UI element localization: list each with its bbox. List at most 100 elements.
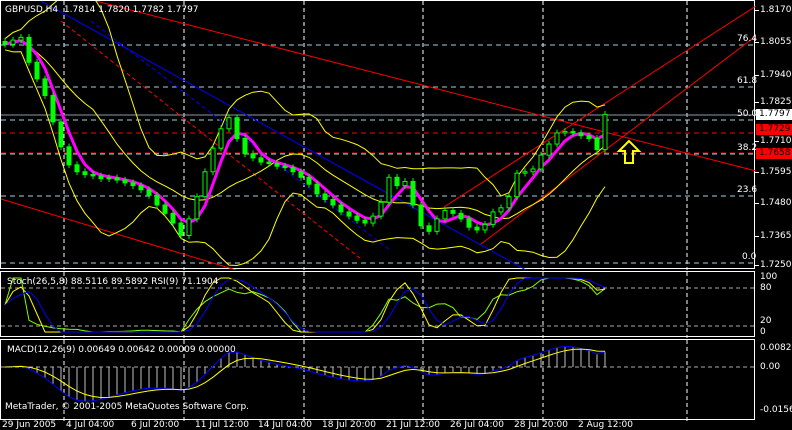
candle-body: [122, 179, 128, 184]
high-value: 1.7820: [98, 5, 130, 15]
candle-body: [18, 36, 24, 41]
close-value: 1.7797: [167, 5, 199, 15]
bollinger-upper: [4, 1, 606, 197]
candle-body: [530, 168, 536, 173]
candle-body: [130, 182, 136, 187]
price-tick: 1.7825: [760, 97, 792, 107]
candle-body: [394, 176, 400, 187]
level-price-tag: 1.7658: [756, 148, 792, 159]
candle-body: [146, 189, 152, 196]
candle-body: [242, 138, 248, 155]
fibo-label: 61.8: [737, 76, 758, 86]
price-chart: [1, 1, 756, 270]
price-tick: 1.7710: [760, 136, 792, 146]
candle-body: [154, 194, 160, 206]
candle-body: [26, 36, 32, 63]
fibo-lines: [1, 44, 756, 264]
candle-body: [58, 121, 64, 148]
candle-body: [298, 171, 304, 178]
candle-body: [322, 193, 328, 200]
candle-body: [106, 177, 112, 180]
bollinger-middle: [4, 40, 606, 220]
candle-body: [170, 212, 176, 224]
price-tick: 1.7940: [760, 70, 792, 80]
candle-body: [226, 117, 232, 130]
candle-body: [186, 218, 192, 237]
macd-panel[interactable]: MACD(12,26,9) 0.00649 0.00642 0.00009 0.…: [0, 339, 756, 421]
candle-body: [386, 176, 392, 203]
candle-body: [482, 223, 488, 231]
current-price-tag: 1.7797: [756, 109, 792, 120]
fibo-label: 50.0: [737, 109, 758, 119]
time-tick: 2 Aug 12:00: [578, 420, 633, 430]
time-tick: 14 Jul 04:00: [258, 420, 312, 430]
chart-header: GBPUSD,H4 1.7814 1.7820 1.7782 1.7797: [5, 5, 199, 15]
candle-body: [498, 207, 504, 213]
macd-main-line: [4, 345, 606, 402]
candle-body: [538, 154, 544, 170]
time-tick: 4 Jul 04:00: [66, 420, 115, 430]
candle-body: [578, 132, 584, 137]
price-tick: 1.7595: [760, 167, 792, 177]
copyright-text: MetaTrader, © 2001-2005 MetaQuotes Softw…: [5, 402, 250, 412]
candle-body: [90, 174, 96, 177]
candle-body: [410, 180, 416, 206]
candle-body: [554, 132, 560, 145]
macd-axis-max: 0.00821: [760, 343, 792, 353]
candle-body: [594, 138, 600, 151]
fibo-label: 76.4: [737, 34, 758, 44]
symbol-label: GBPUSD,H4: [5, 5, 59, 15]
price-tick: 1.7250: [760, 260, 792, 270]
candle-body: [178, 222, 184, 237]
candle-body: [162, 204, 168, 214]
price-tick: 1.7365: [760, 231, 792, 241]
price-chart-panel[interactable]: GBPUSD,H4 1.7814 1.7820 1.7782 1.7797 76…: [0, 0, 758, 270]
stochastic-signal-line: [4, 277, 606, 333]
candle-body: [98, 175, 104, 180]
macd-label: MACD(12,26,9) 0.00649 0.00642 0.00009 0.…: [7, 345, 236, 355]
candle-body: [66, 146, 72, 166]
candle-body: [10, 39, 16, 45]
candle-body: [50, 95, 56, 123]
fibo-label: 0.0: [742, 252, 757, 262]
candle-body: [290, 167, 296, 173]
candle-body: [474, 226, 480, 231]
red-channel-lower: [480, 35, 756, 245]
stochastic-rsi-chart: [1, 272, 756, 338]
price-tick: 1.8170: [760, 5, 792, 15]
candle-body: [458, 212, 464, 220]
candle-body: [402, 180, 408, 187]
price-tick: 1.7480: [760, 198, 792, 208]
stochastic-rsi-label: Stoch(26,5,8) 88.5116 89.5892 RSI(9) 71.…: [7, 277, 219, 287]
macd-axis-zero: 0.00: [760, 362, 781, 372]
candle-body: [74, 164, 80, 173]
candle-body: [306, 176, 312, 185]
level-price-tag: 1.7729: [756, 124, 792, 135]
candle-body: [138, 185, 144, 191]
red-dashed-line: [60, 20, 362, 260]
candle-body: [546, 143, 552, 156]
fibo-label: 38.2: [737, 143, 758, 153]
candle-body: [370, 215, 376, 224]
macd-axis-min: -0.01561: [760, 405, 792, 415]
candle-body: [426, 225, 432, 232]
candle-body: [250, 153, 256, 159]
blue-dashed-trendline: [90, 20, 392, 252]
candle-body: [418, 204, 424, 227]
candle-body: [570, 131, 576, 134]
candle-body: [42, 78, 48, 97]
stoch-axis-80: 80: [760, 283, 772, 293]
time-tick: 6 Jul 20:00: [131, 420, 180, 430]
candle-body: [282, 165, 288, 169]
stochastic-rsi-panel[interactable]: Stoch(26,5,8) 88.5116 89.5892 RSI(9) 71.…: [0, 271, 756, 338]
stoch-axis-100: 100: [760, 272, 778, 282]
candle-body: [210, 147, 216, 173]
candle-body: [522, 171, 528, 174]
candle-body: [450, 210, 456, 214]
candle-body: [314, 183, 320, 195]
red-resistance-line: [95, 1, 756, 172]
stoch-axis-0: 0: [760, 327, 766, 337]
candle-body: [466, 218, 472, 228]
stoch-axis-20: 20: [760, 316, 772, 326]
candle-body: [258, 157, 264, 163]
